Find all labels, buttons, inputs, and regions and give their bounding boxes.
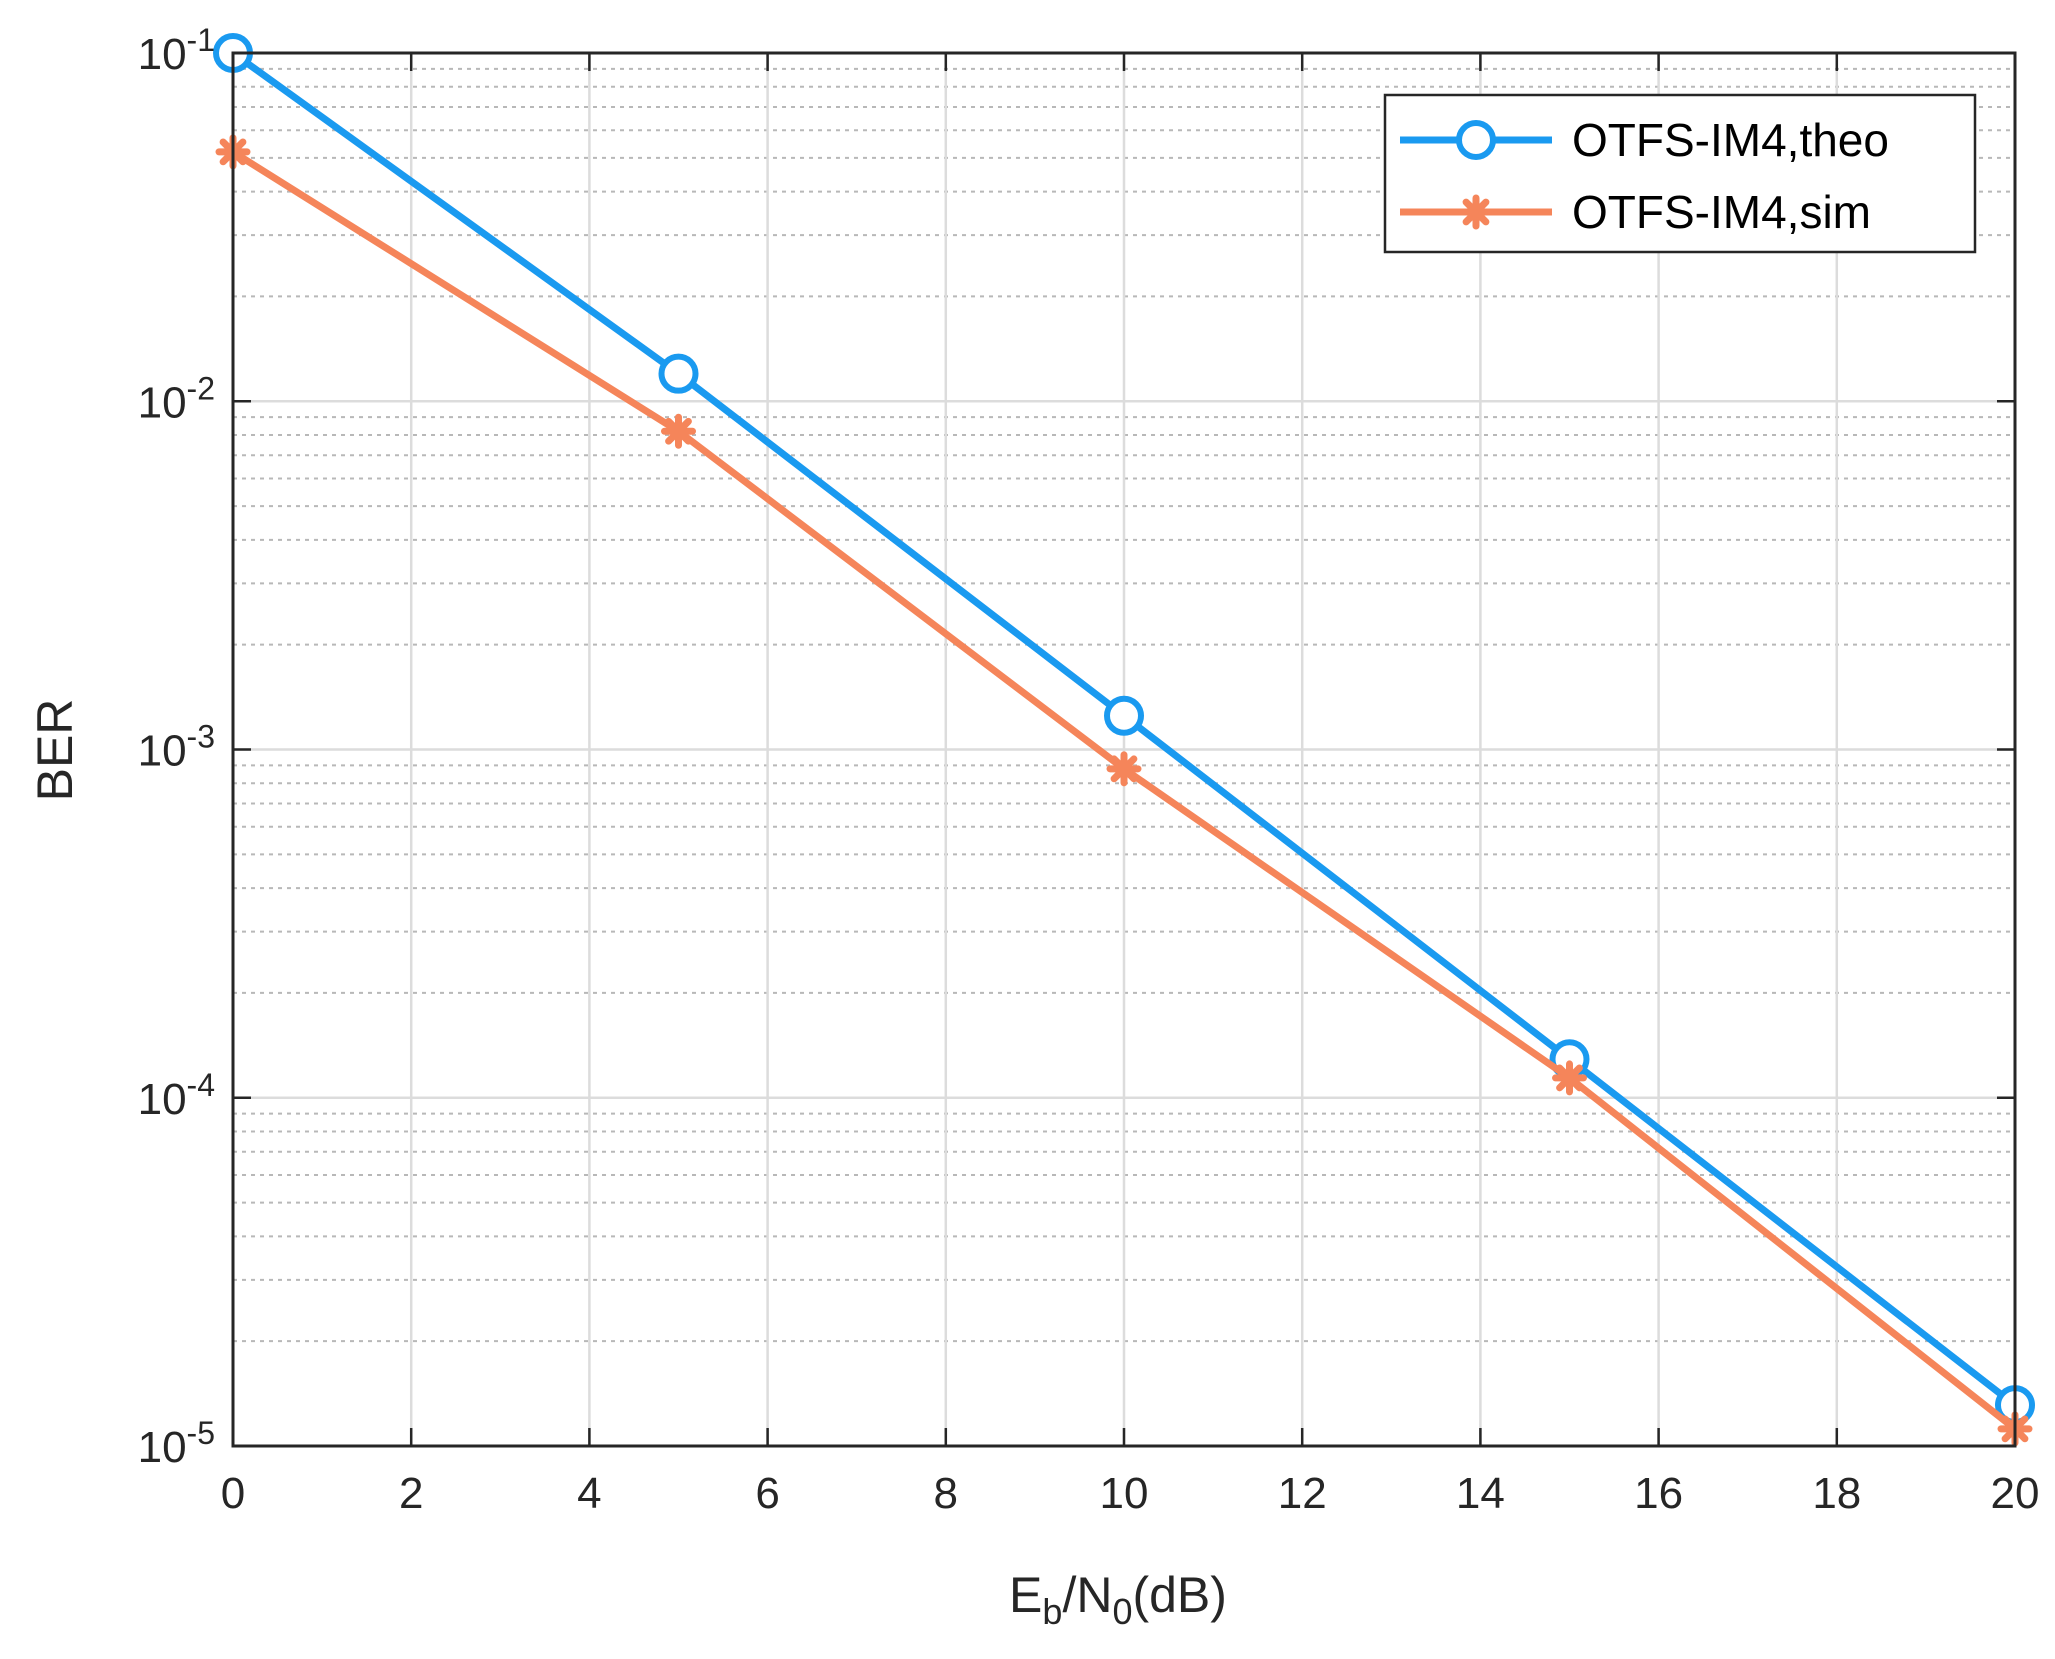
y-tick-labels: 10-1 10-2 10-3 10-4 10-5 [138,22,215,1472]
legend-label: OTFS-IM4,sim [1572,186,1871,238]
data-point [1552,1060,1587,1096]
data-point [1104,695,1144,736]
y-tick-label: 10-4 [138,1067,215,1124]
y-tick-label: 10-1 [138,22,215,79]
legend-marker [1456,120,1496,160]
axis-ticks [231,51,2017,1448]
x-tick-label: 20 [1991,1469,2040,1518]
legend: OTFS-IM4,theo OTFS-IM4,sim [1383,93,1977,254]
x-tick-label: 16 [1634,1469,1683,1518]
legend-label: OTFS-IM4,theo [1572,114,1889,166]
legend-marker [1458,194,1494,230]
y-tick-label: 10-2 [138,370,215,427]
x-tick-label: 0 [221,1469,245,1518]
data-point [658,353,699,394]
legend-items: OTFS-IM4,theo OTFS-IM4,sim [1400,114,1889,238]
y-tick-label: 10-3 [138,719,215,776]
x-tick-label: 10 [1100,1469,1149,1518]
x-tick-label: 12 [1278,1469,1327,1518]
x-tick-label: 14 [1456,1469,1505,1518]
x-tick-label: 18 [1812,1469,1861,1518]
x-tick-label: 8 [934,1469,958,1518]
x-tick-label: 4 [577,1469,601,1518]
data-point [1106,751,1142,787]
legend-box [1383,93,1977,254]
x-tick-labels: 0 2 4 6 8 10 12 14 16 18 20 [221,1469,2040,1518]
x-tick-label: 6 [755,1469,779,1518]
x-axis-title: Eb/N0(dB) [1009,1567,1227,1632]
legend-item: OTFS-IM4,sim [1400,186,1871,238]
y-axis-title: BER [27,699,83,802]
x-tick-label: 2 [399,1469,423,1518]
data-point [661,413,696,449]
legend-item: OTFS-IM4,theo [1400,114,1889,166]
series-1 [213,33,2035,1426]
y-tick-label: 10-5 [138,1415,215,1472]
